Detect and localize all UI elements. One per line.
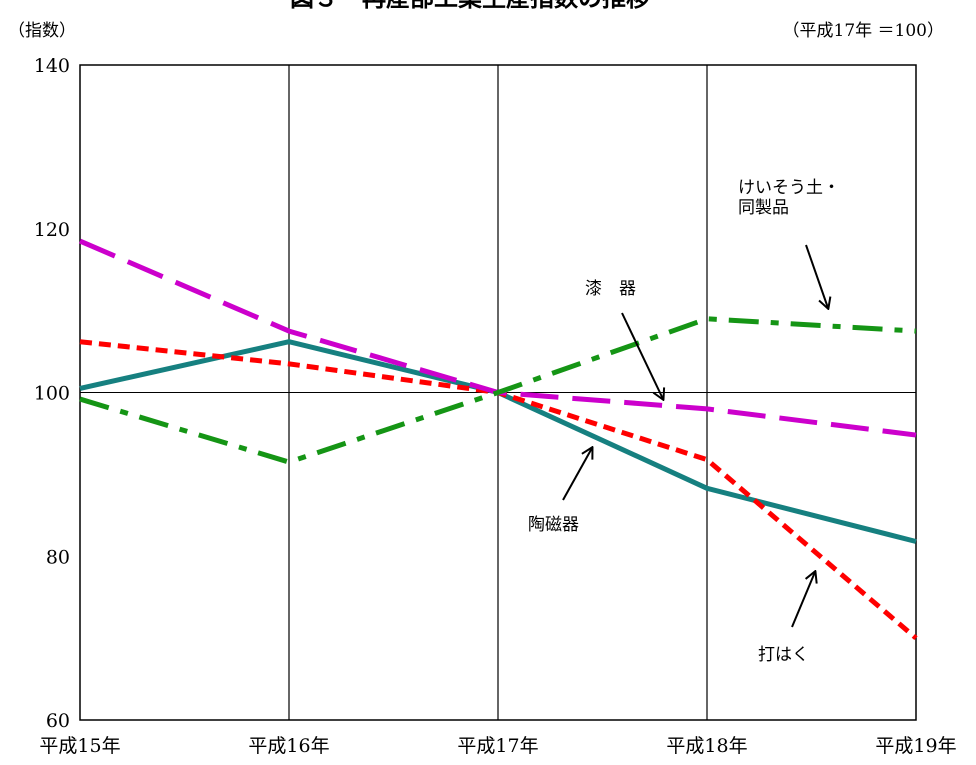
x-tick-label: 平成17年 bbox=[457, 735, 538, 757]
annotation-arrow bbox=[791, 572, 815, 628]
annotation-line: けいそう土・ bbox=[738, 178, 840, 198]
series-lines bbox=[79, 238, 918, 641]
annotation-line: 漆 器 bbox=[585, 279, 636, 299]
annotation-arrow bbox=[805, 244, 828, 308]
y-tick-label: 140 bbox=[34, 55, 70, 77]
annotation-arrow bbox=[562, 448, 592, 501]
grid bbox=[79, 64, 917, 721]
annotation-line: 陶磁器 bbox=[528, 515, 579, 535]
x-tick-label: 平成15年 bbox=[39, 735, 120, 757]
y-tick-label: 80 bbox=[46, 546, 70, 568]
y-tick-label: 100 bbox=[34, 383, 70, 405]
chart-title: 図３ 再産部工業生産指数の推移 bbox=[290, 0, 650, 12]
x-tick-label: 平成19年 bbox=[875, 735, 956, 757]
annotation-line: 打はく bbox=[758, 645, 809, 665]
annotation-arrow bbox=[621, 312, 663, 399]
x-tick-label: 平成16年 bbox=[248, 735, 329, 757]
annotation-label: 陶磁器 bbox=[528, 515, 579, 535]
y-tick-label: 60 bbox=[46, 710, 70, 732]
annotation-line: 同製品 bbox=[738, 198, 789, 218]
y-tick-label: 120 bbox=[34, 219, 70, 241]
y-axis-label: （指数） bbox=[8, 21, 76, 41]
annotation-label: 漆 器 bbox=[585, 279, 636, 299]
base-year-note: （平成17年 ＝100） bbox=[783, 21, 944, 41]
annotation-label: けいそう土・同製品 bbox=[738, 178, 840, 218]
x-tick-label: 平成18年 bbox=[666, 735, 747, 757]
tick-labels: 60 80 100 120 140 平成15年 平成16年 平成17年 平成18年 平成19年 bbox=[34, 55, 957, 757]
series-line-3 bbox=[79, 316, 917, 465]
annotation-label: 打はく bbox=[758, 645, 809, 665]
